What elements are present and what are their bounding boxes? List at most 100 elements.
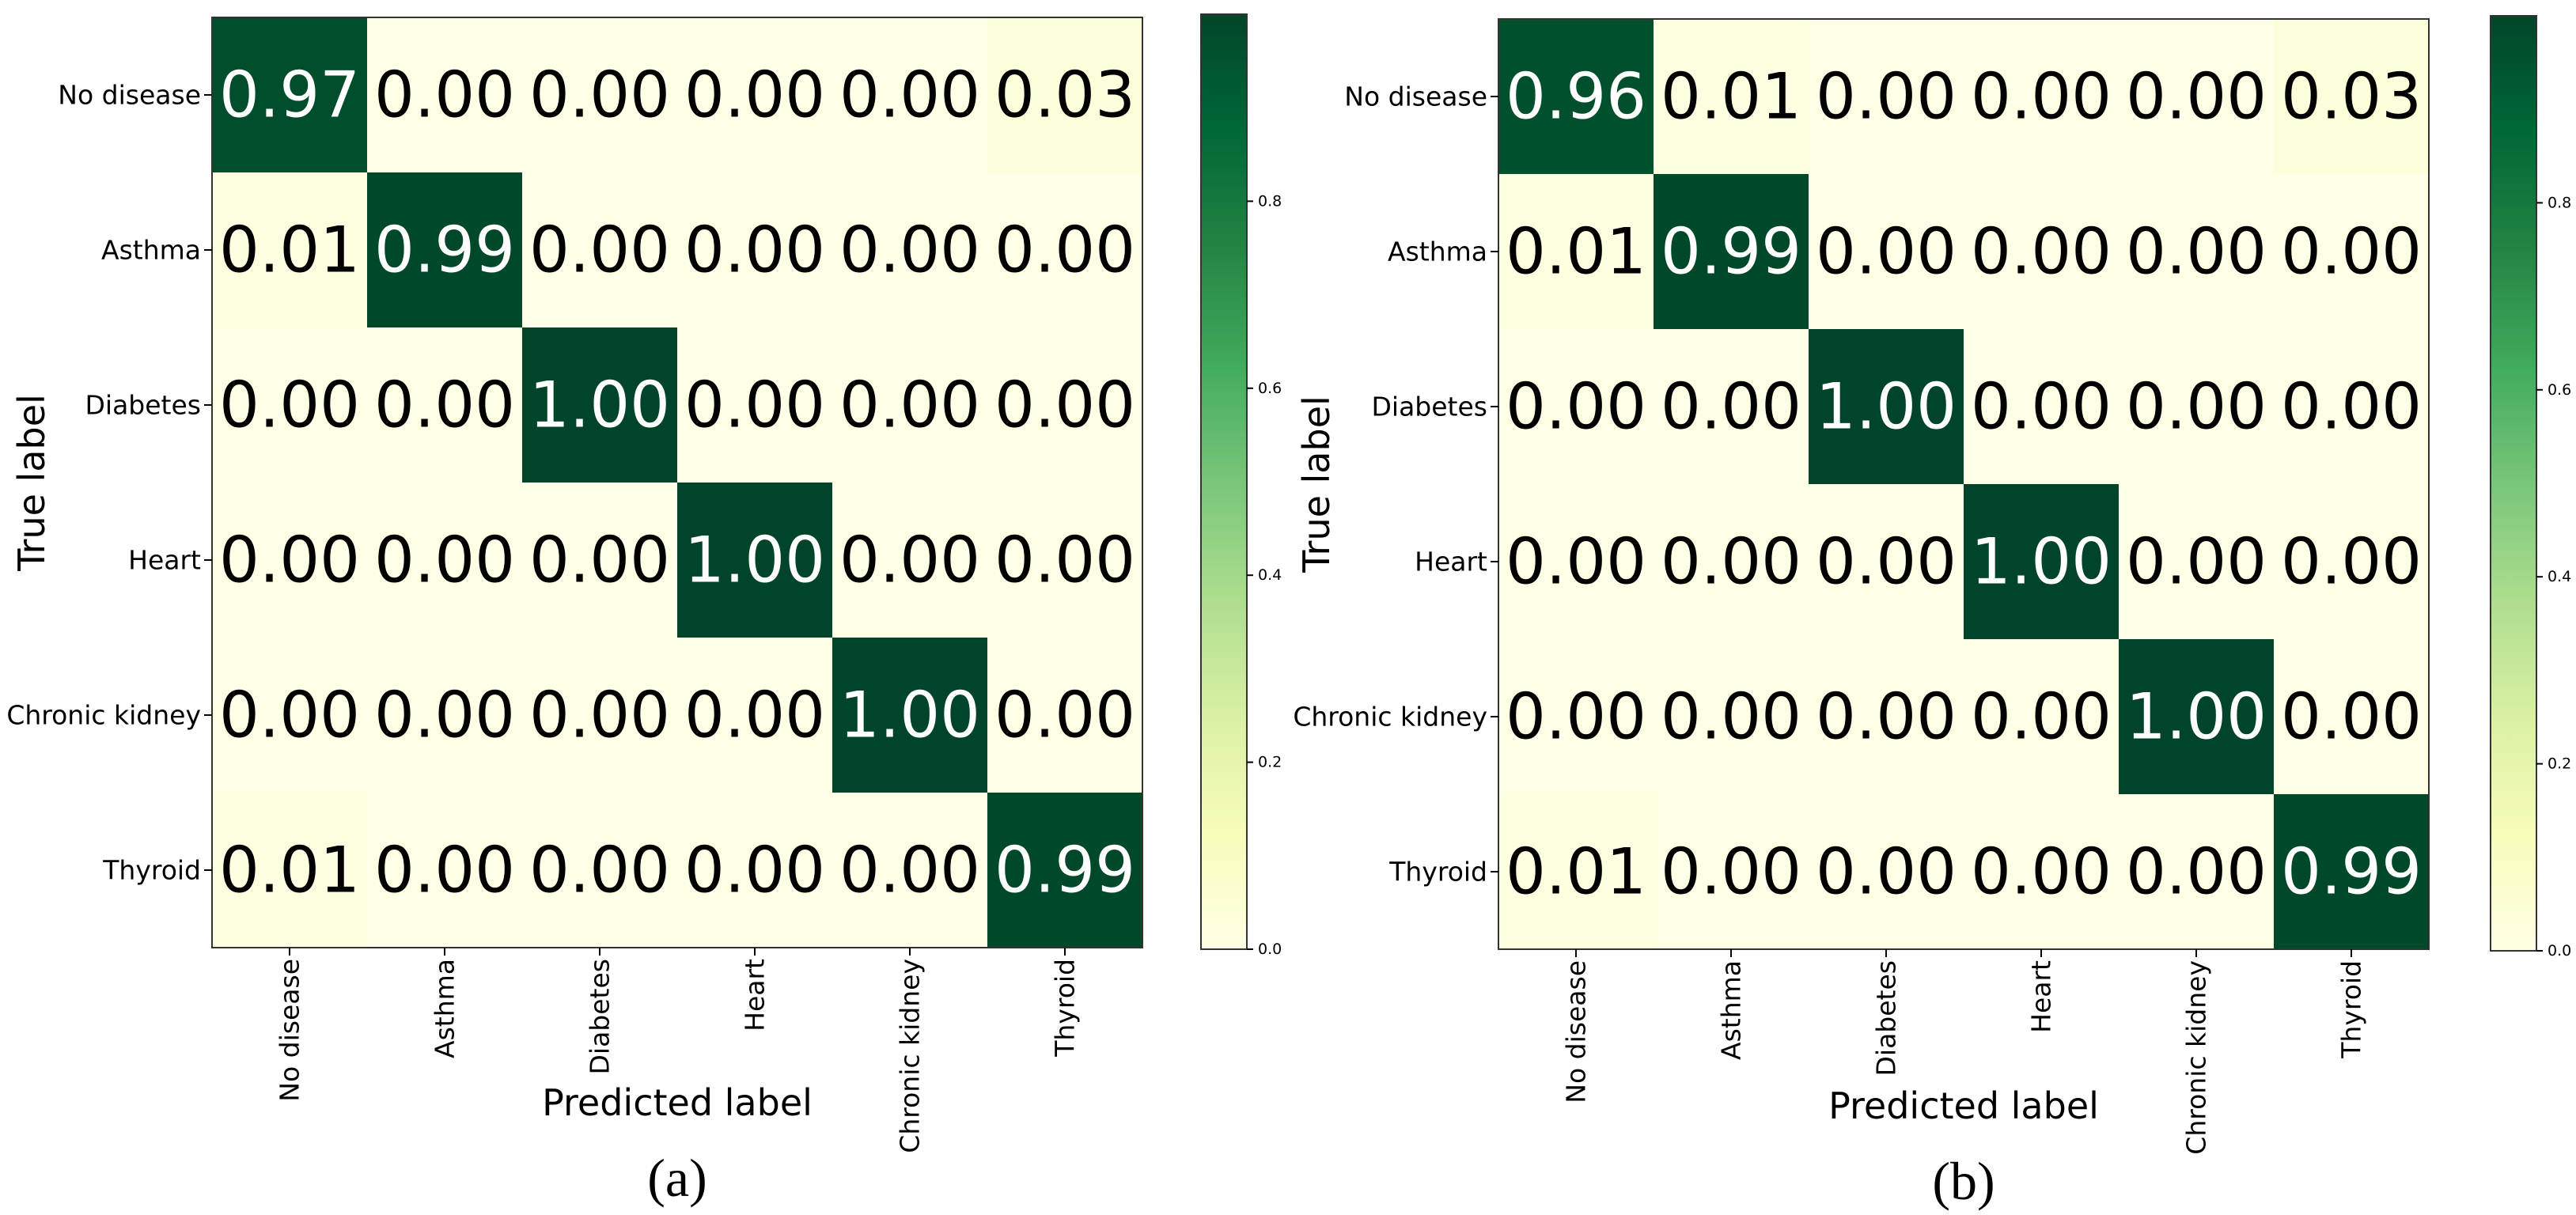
heatmap-cell (987, 172, 1142, 327)
cell-value-label: 0.00 (529, 214, 670, 287)
colorbar-tick-label: 0.0 (2548, 942, 2571, 960)
cell-value-label: 0.00 (684, 679, 825, 752)
y-tick-label: Heart (128, 545, 201, 576)
heatmap-cell (212, 327, 367, 483)
cell-value-label: 0.00 (2281, 680, 2422, 754)
colorbar-tick-label: 0.8 (1258, 192, 1282, 210)
y-tick-label: Thyroid (1388, 857, 1487, 888)
cell-value-label: 0.00 (374, 834, 515, 907)
cell-value-label: 1.00 (529, 369, 670, 442)
cell-value-label: 0.00 (2126, 370, 2267, 444)
panel-label: (a) (647, 1148, 707, 1208)
cell-value-label: 0.00 (1971, 835, 2112, 909)
heatmap-cell (1964, 794, 2119, 949)
cell-value-label: 0.00 (1661, 835, 1801, 909)
heatmap-cell (1964, 639, 2119, 794)
cell-value-label: 0.00 (2126, 60, 2267, 134)
cell-value-label: 0.00 (374, 679, 515, 752)
cell-value-label: 0.00 (2126, 525, 2267, 599)
cell-value-label: 0.00 (2281, 370, 2422, 444)
heatmap-cell (522, 17, 677, 172)
heatmap-cell (367, 172, 522, 327)
cell-value-label: 0.00 (994, 369, 1135, 442)
cell-value-label: 0.97 (219, 59, 360, 132)
cell-value-label: 0.03 (2281, 60, 2422, 134)
cell-value-label: 0.00 (2281, 215, 2422, 289)
heatmap-cell (522, 483, 677, 638)
heatmap-cell (1809, 484, 1964, 639)
x-tick-label: Diabetes (1871, 960, 1902, 1077)
cell-value-label: 1.00 (684, 524, 825, 597)
heatmap-cell (1809, 19, 1964, 174)
y-tick-label: Chronic kidney (6, 700, 201, 731)
heatmap-cell (2274, 329, 2429, 484)
y-axis-label: True label (1295, 396, 1338, 573)
cell-value-label: 0.00 (684, 369, 825, 442)
cell-value-label: 0.00 (684, 59, 825, 132)
heatmap-cell (522, 172, 677, 327)
heatmap-cell (1654, 174, 1809, 329)
heatmap-cell (1654, 19, 1809, 174)
y-tick-label: Diabetes (1372, 392, 1488, 422)
cell-value-label: 0.00 (1506, 680, 1646, 754)
cell-value-label: 0.00 (1506, 370, 1646, 444)
heatmap-cell (832, 793, 987, 948)
heatmap-cell (1654, 484, 1809, 639)
heatmap-cell (1498, 639, 1654, 794)
heatmap-cell (1809, 794, 1964, 949)
cell-value-label: 0.01 (219, 834, 360, 907)
x-axis-label: Predicted label (1828, 1084, 2099, 1127)
cell-value-label: 0.00 (684, 834, 825, 907)
colorbar-tick-label: 0.0 (1258, 941, 1282, 958)
cell-value-label: 0.00 (529, 679, 670, 752)
y-tick-label: No disease (1344, 81, 1487, 112)
cell-value-label: 0.00 (374, 369, 515, 442)
cell-value-label: 0.99 (994, 834, 1135, 907)
cell-value-label: 0.00 (529, 59, 670, 132)
heatmap-cell (212, 172, 367, 327)
heatmap-cell (522, 327, 677, 483)
colorbar-tick-label: 0.8 (2548, 194, 2571, 211)
cell-value-label: 0.00 (1816, 680, 1957, 754)
heatmap-cell (677, 483, 832, 638)
cell-value-label: 0.00 (1816, 525, 1957, 599)
heatmap-cell (2274, 639, 2429, 794)
heatmap-cell (367, 638, 522, 793)
cell-value-label: 0.00 (1816, 215, 1957, 289)
heatmap-cell (677, 793, 832, 948)
heatmap-cell (1654, 329, 1809, 484)
cell-value-label: 1.00 (2126, 680, 2267, 754)
heatmap-cell (832, 483, 987, 638)
heatmap-cell (1498, 174, 1654, 329)
heatmap-cell (1498, 19, 1654, 174)
cell-value-label: 0.00 (1971, 60, 2112, 134)
cell-value-label: 0.00 (1661, 525, 1801, 599)
heatmap-cell (987, 793, 1142, 948)
heatmap-cell (2119, 174, 2274, 329)
cell-value-label: 0.00 (839, 834, 980, 907)
cell-value-label: 1.00 (1816, 370, 1957, 444)
x-axis-label: Predicted label (542, 1081, 813, 1124)
heatmap-cell (212, 638, 367, 793)
heatmap-cell (1654, 639, 1809, 794)
heatmap-cell (2119, 19, 2274, 174)
y-tick-label: Chronic kidney (1293, 702, 1487, 732)
cell-value-label: 0.00 (839, 59, 980, 132)
cell-value-label: 0.00 (529, 524, 670, 597)
colorbar (2490, 15, 2537, 952)
heatmap-cell (987, 17, 1142, 172)
heatmap-cell (987, 483, 1142, 638)
colorbar-tick-label: 0.6 (2548, 381, 2571, 399)
heatmap-cell (1809, 174, 1964, 329)
y-axis-label: True label (10, 394, 53, 572)
colorbar-tick-label: 0.4 (1258, 566, 1282, 584)
cell-value-label: 1.00 (839, 679, 980, 752)
y-tick-label: No disease (58, 80, 201, 111)
x-tick-label: Asthma (430, 959, 460, 1058)
heatmap-cell (367, 793, 522, 948)
heatmap-cell (1498, 329, 1654, 484)
y-tick-label: Asthma (1388, 237, 1487, 267)
cell-value-label: 0.03 (994, 59, 1135, 132)
heatmap-cell (832, 638, 987, 793)
